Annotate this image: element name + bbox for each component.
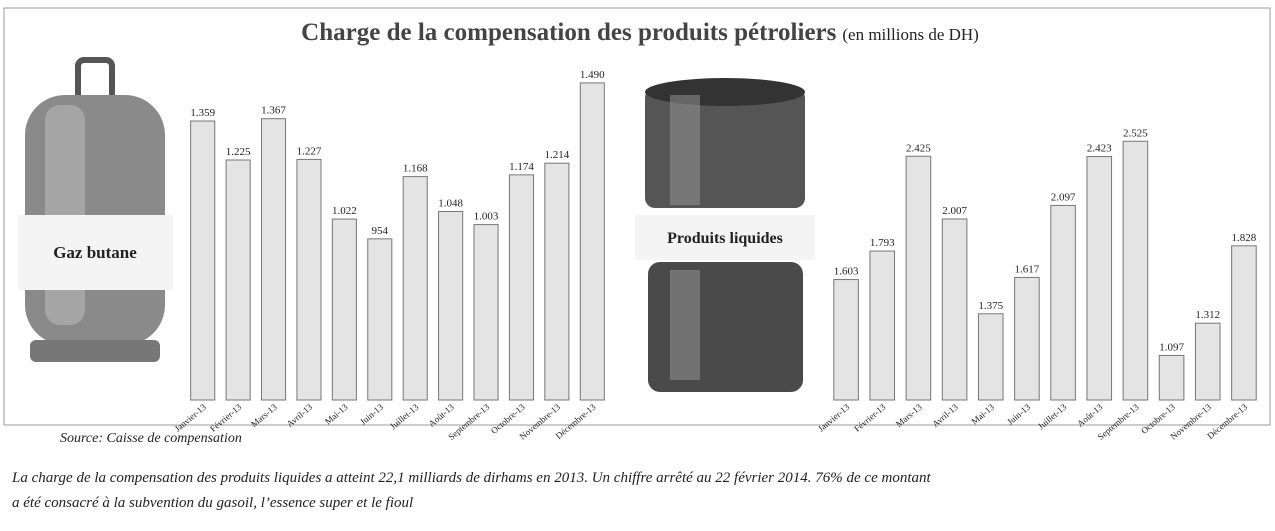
bar <box>1232 246 1257 400</box>
bar <box>1087 157 1112 400</box>
data-label: 2.097 <box>1051 191 1076 203</box>
chart-label: Gaz butane <box>53 243 137 262</box>
data-label: 1.617 <box>1015 263 1040 275</box>
data-label: 1.490 <box>580 69 605 81</box>
data-label: 1.828 <box>1232 232 1257 244</box>
bar <box>1015 277 1040 400</box>
data-label: 1.048 <box>438 197 463 209</box>
data-label: 1.174 <box>509 161 534 173</box>
bar <box>1051 205 1076 400</box>
data-label: 954 <box>372 225 389 237</box>
bar <box>439 211 463 400</box>
chart: Charge de la compensation des produits p… <box>0 0 1275 531</box>
bar <box>1159 355 1184 400</box>
bar <box>509 175 533 400</box>
x-tick-label: Juillet-13 <box>388 402 421 432</box>
bar <box>403 177 427 400</box>
x-tick-label: Février-13 <box>208 402 244 434</box>
bar <box>1195 323 1220 400</box>
data-label: 2.425 <box>906 142 931 154</box>
x-tick-label: Décembre-13 <box>1205 402 1249 441</box>
gas-bottle <box>18 60 173 362</box>
bar <box>297 159 321 400</box>
bar <box>474 225 498 400</box>
bar <box>545 163 569 400</box>
bar <box>906 156 931 400</box>
data-label: 1.227 <box>297 145 322 157</box>
data-label: 1.367 <box>261 105 286 117</box>
data-label: 1.375 <box>978 300 1003 312</box>
x-tick-label: Mai-13 <box>969 402 996 427</box>
caption-line: a été consacré à la subvention du gasoil… <box>12 495 413 511</box>
bar <box>368 239 392 400</box>
bar <box>1123 141 1148 400</box>
subtitle: (en millions de DH) <box>842 25 978 44</box>
caption-line: La charge de la compensation des produit… <box>11 470 931 486</box>
bar <box>942 219 967 400</box>
data-label: 2.423 <box>1087 143 1112 155</box>
bar <box>226 160 250 400</box>
chart-title: Charge de la compensation des produits p… <box>301 19 979 46</box>
x-tick-label: Juin-13 <box>358 402 385 427</box>
data-label: 1.225 <box>226 146 251 158</box>
bar <box>834 280 859 400</box>
bar <box>262 119 286 400</box>
data-label: 1.359 <box>190 107 215 119</box>
chart-label: Produits liquides <box>667 230 783 247</box>
data-label: 2.525 <box>1123 127 1148 139</box>
data-label: 1.097 <box>1159 341 1184 353</box>
data-label: 1.312 <box>1195 309 1220 321</box>
data-label: 1.168 <box>403 163 428 175</box>
x-tick-label: Mai-13 <box>323 402 350 427</box>
bar <box>332 219 356 400</box>
bar <box>580 83 604 400</box>
x-tick-label: Février-13 <box>852 402 888 434</box>
data-label: 1.603 <box>834 266 859 278</box>
data-label: 2.007 <box>942 205 967 217</box>
bar <box>870 251 895 400</box>
bar <box>191 121 215 400</box>
title: Charge de la compensation des produits p… <box>301 19 836 46</box>
x-tick-label: Juillet-13 <box>1036 402 1069 432</box>
data-label: 1.214 <box>545 149 570 161</box>
x-tick-label: Janvier-13 <box>173 402 209 434</box>
data-label: 1.793 <box>870 237 895 249</box>
bar <box>978 314 1003 400</box>
x-tick-label: Janvier-13 <box>816 402 852 434</box>
data-label: 1.022 <box>332 205 357 217</box>
x-tick-label: Juin-13 <box>1005 402 1032 427</box>
data-label: 1.003 <box>474 211 499 223</box>
